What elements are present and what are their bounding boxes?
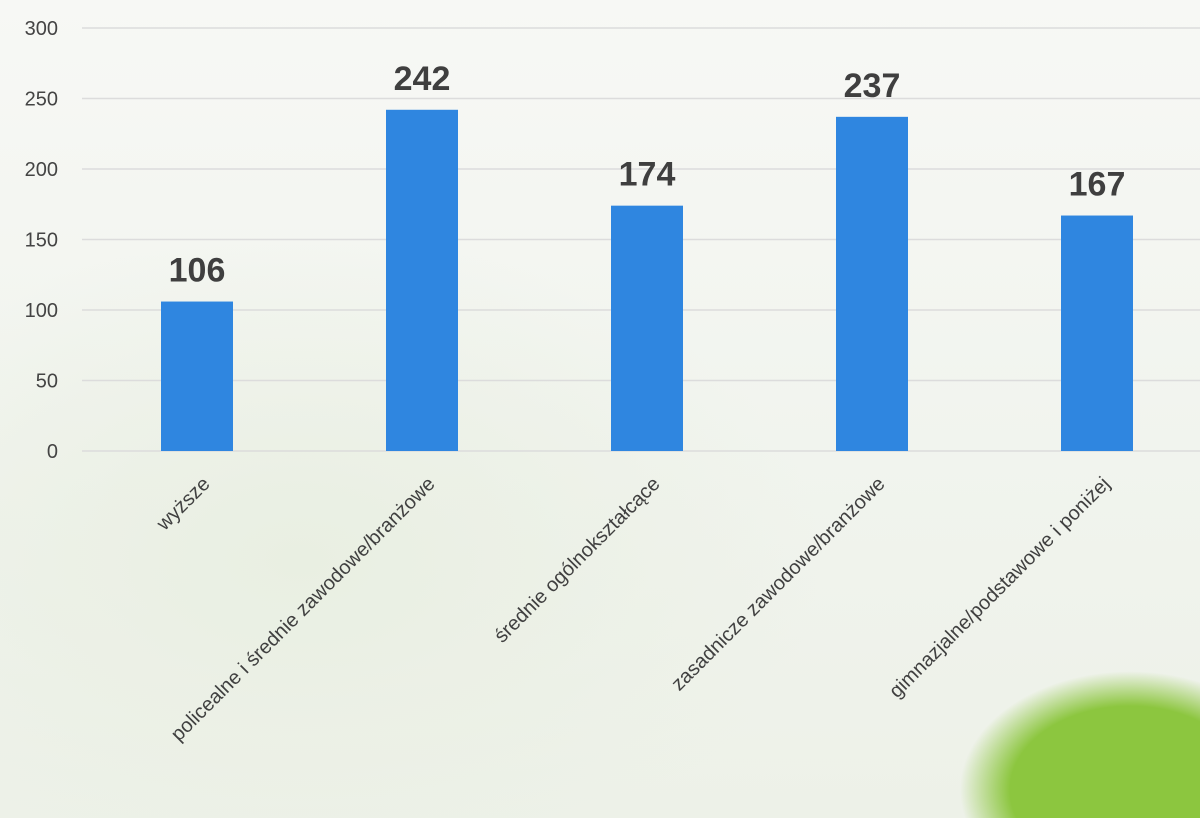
y-tick-label: 50 bbox=[36, 371, 58, 393]
data-label: 242 bbox=[394, 60, 451, 98]
y-tick-label: 150 bbox=[25, 230, 58, 252]
data-label: 167 bbox=[1069, 166, 1126, 204]
category-label: średnie ogólnokształcące bbox=[490, 473, 664, 647]
bar bbox=[836, 116, 908, 451]
data-labels: 106 242 174 237 167 bbox=[169, 60, 1126, 290]
y-tick-label: 300 bbox=[25, 18, 58, 40]
bars bbox=[161, 109, 1133, 451]
category-label: wyższe bbox=[152, 473, 215, 536]
data-label: 237 bbox=[844, 67, 901, 105]
y-axis-tick-labels: 0 50 100 150 200 250 300 bbox=[25, 18, 58, 463]
bar bbox=[161, 301, 233, 451]
y-tick-label: 200 bbox=[25, 159, 58, 181]
y-tick-label: 250 bbox=[25, 89, 58, 111]
y-tick-label: 100 bbox=[25, 300, 58, 322]
category-label: gimnazjalne/podstawowe i poniżej bbox=[885, 473, 1114, 702]
category-label: zasadnicze zawodowe/branżowe bbox=[667, 473, 889, 695]
bar bbox=[611, 205, 683, 451]
bar bbox=[1061, 215, 1133, 451]
y-tick-label: 0 bbox=[47, 441, 58, 463]
data-label: 106 bbox=[169, 252, 226, 290]
data-label: 174 bbox=[619, 156, 676, 194]
category-label: policealne i średnie zawodowe/branżowe bbox=[167, 473, 440, 746]
bar bbox=[386, 109, 458, 451]
